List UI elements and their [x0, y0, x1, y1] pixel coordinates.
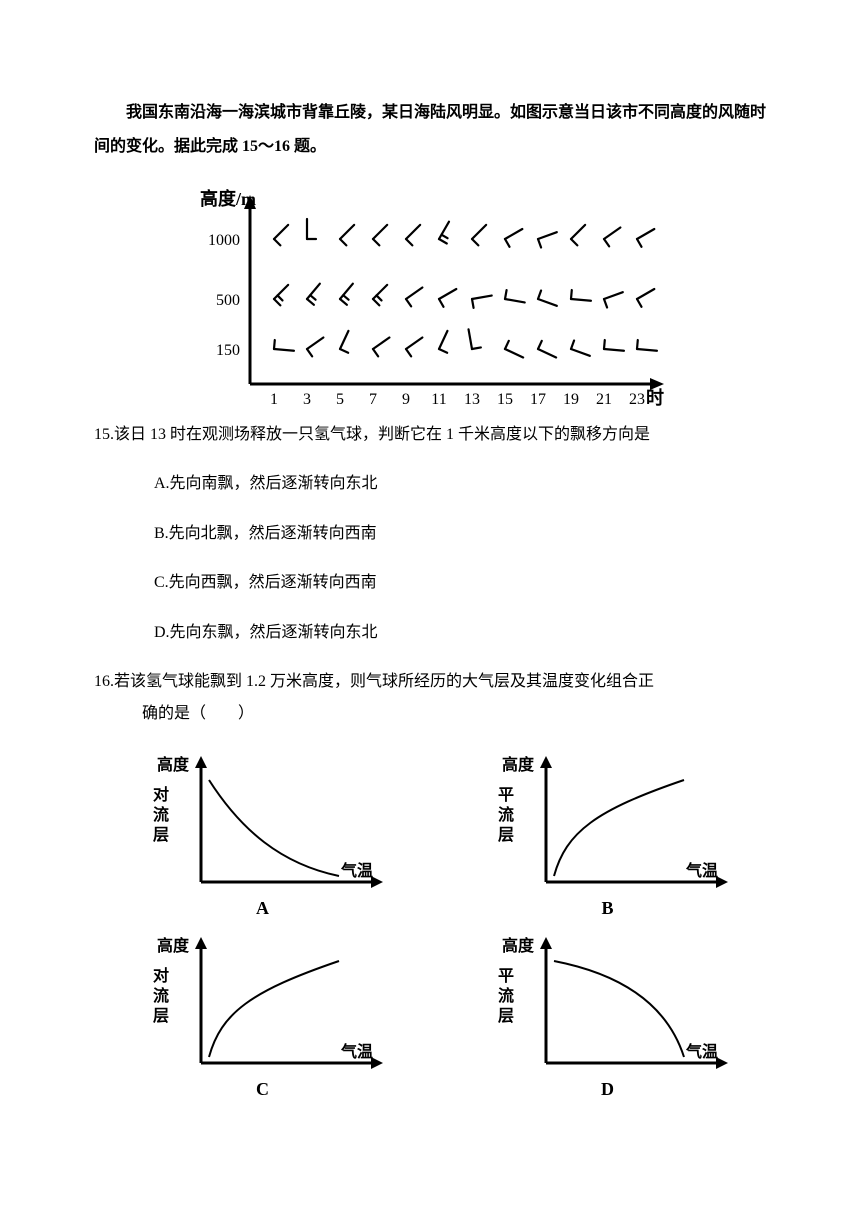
svg-text:150: 150: [216, 342, 240, 359]
svg-text:高度/m: 高度/m: [200, 188, 256, 209]
intro-text: 我国东南沿海一海滨城市背靠丘陵，某日海陆风明显。如图示意当日该市不同高度的风随时…: [94, 96, 766, 163]
svg-text:13: 13: [464, 391, 480, 408]
mini-chart-c: 高度对流层气温 C: [126, 923, 399, 1100]
svg-text:层: 层: [153, 826, 169, 844]
mini-chart-d: 高度平流层气温 D: [471, 923, 744, 1100]
svg-text:时: 时: [646, 388, 664, 408]
svg-text:气温: 气温: [340, 1042, 373, 1061]
svg-text:高度: 高度: [157, 936, 190, 955]
svg-text:对: 对: [153, 785, 169, 804]
wind-chart: 高度/m10005001501357911131517192123时: [94, 179, 766, 409]
mini-label-c: C: [256, 1079, 269, 1100]
svg-text:15: 15: [497, 391, 513, 408]
svg-text:高度: 高度: [502, 755, 535, 774]
svg-text:气温: 气温: [685, 861, 718, 880]
svg-text:3: 3: [303, 391, 311, 408]
svg-text:1: 1: [270, 391, 278, 408]
svg-text:21: 21: [596, 391, 612, 408]
q16-stem-l2: 确的是（ ）: [142, 698, 766, 730]
svg-text:平: 平: [498, 786, 514, 804]
q15-opt-d: D.先向东飘，然后逐渐转向东北: [154, 616, 766, 650]
svg-text:平: 平: [498, 967, 514, 985]
mini-label-d: D: [601, 1079, 614, 1100]
q15-opt-b: B.先向北飘，然后逐渐转向西南: [154, 517, 766, 551]
mini-label-a: A: [256, 898, 269, 919]
svg-text:500: 500: [216, 292, 240, 309]
svg-text:气温: 气温: [340, 861, 373, 880]
svg-text:流: 流: [153, 805, 169, 824]
svg-text:流: 流: [498, 986, 514, 1005]
svg-text:高度: 高度: [157, 755, 190, 774]
svg-text:流: 流: [153, 986, 169, 1005]
q15-opt-a: A.先向南飘，然后逐渐转向东北: [154, 467, 766, 501]
svg-text:5: 5: [336, 391, 344, 408]
mini-label-b: B: [601, 898, 613, 919]
svg-text:层: 层: [498, 1007, 514, 1025]
svg-text:19: 19: [563, 391, 579, 408]
svg-text:高度: 高度: [502, 936, 535, 955]
mini-charts-grid: 高度对流层气温 A 高度平流层气温 B 高度对流层气温 C 高度平流层气温 D: [126, 742, 744, 1100]
q15-stem: 15.该日 13 时在观测场释放一只氢气球，判断它在 1 千米高度以下的飘移方向…: [94, 419, 766, 451]
svg-text:11: 11: [431, 391, 446, 408]
svg-text:17: 17: [530, 391, 546, 408]
svg-text:气温: 气温: [685, 1042, 718, 1061]
svg-text:对: 对: [153, 966, 169, 985]
q16-stem-l1: 16.若该氢气球能飘到 1.2 万米高度，则气球所经历的大气层及其温度变化组合正: [94, 666, 766, 698]
svg-text:9: 9: [402, 391, 410, 408]
svg-text:7: 7: [369, 391, 377, 408]
svg-text:层: 层: [153, 1007, 169, 1025]
svg-text:23: 23: [629, 391, 645, 408]
q15-opt-c: C.先向西飘，然后逐渐转向西南: [154, 566, 766, 600]
svg-text:层: 层: [498, 826, 514, 844]
svg-text:1000: 1000: [208, 232, 240, 249]
svg-text:流: 流: [498, 805, 514, 824]
mini-chart-a: 高度对流层气温 A: [126, 742, 399, 919]
mini-chart-b: 高度平流层气温 B: [471, 742, 744, 919]
